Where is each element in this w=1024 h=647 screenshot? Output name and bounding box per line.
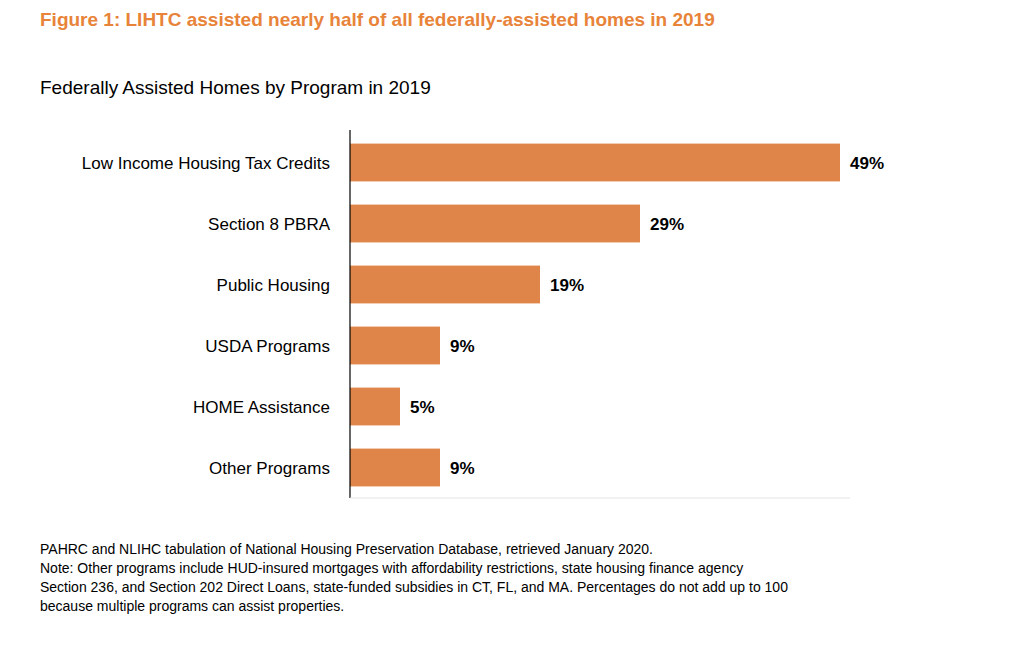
category-label: Low Income Housing Tax Credits	[82, 154, 330, 173]
chart-svg: Figure 1: LIHTC assisted nearly half of …	[0, 0, 1024, 647]
chart-title: Figure 1: LIHTC assisted nearly half of …	[40, 9, 715, 30]
note-line: Note: Other programs include HUD-insured…	[40, 560, 743, 576]
bar	[350, 388, 400, 426]
source-note: PAHRC and NLIHC tabulation of National H…	[40, 541, 653, 557]
chart-subtitle: Federally Assisted Homes by Program in 2…	[40, 77, 431, 98]
note-line: because multiple programs can assist pro…	[40, 598, 344, 614]
category-axis-line	[349, 130, 350, 498]
bar	[350, 449, 440, 487]
note-line: Section 236, and Section 202 Direct Loan…	[40, 579, 788, 595]
category-label: Public Housing	[217, 276, 330, 295]
bars	[350, 144, 840, 487]
bar	[350, 205, 640, 243]
value-axis-line	[350, 498, 850, 499]
data-label: 5%	[410, 398, 435, 417]
category-label: Section 8 PBRA	[208, 215, 331, 234]
category-label: HOME Assistance	[193, 398, 330, 417]
data-label: 9%	[450, 459, 475, 478]
data-label: 9%	[450, 337, 475, 356]
category-label: Other Programs	[209, 459, 330, 478]
bar	[350, 266, 540, 304]
bar	[350, 327, 440, 365]
category-label: USDA Programs	[205, 337, 330, 356]
data-label: 49%	[850, 154, 884, 173]
data-label: 29%	[650, 215, 684, 234]
chart-container: Figure 1: LIHTC assisted nearly half of …	[0, 0, 1024, 647]
data-label: 19%	[550, 276, 584, 295]
bar	[350, 144, 840, 182]
